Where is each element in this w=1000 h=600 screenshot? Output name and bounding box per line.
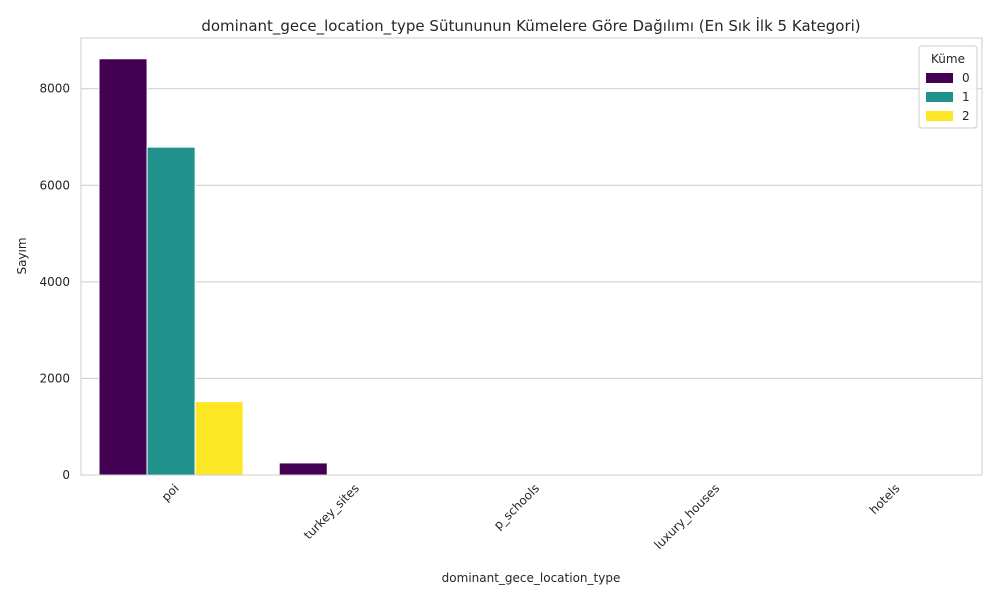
x-tick-label: hotels (867, 481, 903, 517)
y-tick-label: 4000 (39, 275, 70, 289)
x-tick-labels: poi turkey_sites p_schools luxury_houses hot… (159, 481, 903, 552)
legend-swatch (926, 92, 953, 102)
bar-poi-cluster-0 (98, 58, 148, 476)
plot-frame (80, 37, 983, 476)
bars (98, 58, 328, 476)
y-axis-label: Sayım (15, 237, 29, 274)
legend-entry: 0 (962, 71, 970, 85)
legend: Küme 0 1 2 (918, 45, 978, 129)
y-tick-label: 2000 (39, 371, 70, 385)
y-tick-label: 8000 (39, 82, 70, 96)
y-tick-label: 0 (62, 468, 70, 482)
legend-title: Küme (931, 52, 965, 66)
legend-swatch (926, 73, 953, 83)
x-tick-label: luxury_houses (652, 481, 723, 552)
x-axis-label: dominant_gece_location_type (442, 571, 621, 585)
y-tick-label: 6000 (39, 178, 70, 192)
legend-box (918, 45, 978, 129)
bar-poi-cluster-2 (194, 401, 244, 476)
chart-title: dominant_gece_location_type Sütununun Kü… (201, 16, 860, 36)
x-tick-label: turkey_sites (301, 481, 362, 542)
legend-swatch (926, 111, 953, 121)
x-tick-label: poi (159, 481, 182, 504)
x-tick-label: p_schools (491, 481, 542, 532)
bar-poi-cluster-1 (146, 146, 196, 476)
y-tick-labels: 0 2000 4000 6000 8000 (39, 82, 70, 482)
legend-entry: 2 (962, 109, 970, 123)
legend-entry: 1 (962, 90, 970, 104)
bar-turkey_sites-cluster-0 (278, 462, 328, 476)
